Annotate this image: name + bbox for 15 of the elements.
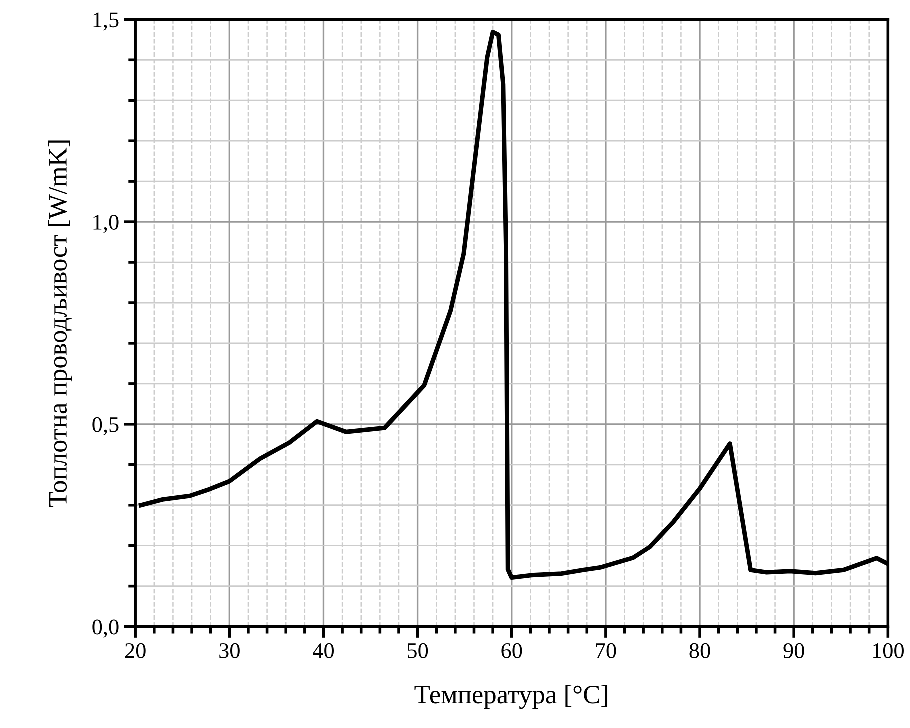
x-tick-label: 70 <box>596 643 616 658</box>
x-tick-label: 100 <box>873 643 904 658</box>
x-tick-label: 90 <box>784 643 804 658</box>
x-tick-label: 60 <box>502 643 522 658</box>
x-tick-label: 30 <box>220 643 240 658</box>
x-tick-label: 80 <box>690 643 710 658</box>
y-tick-label: 0,5 <box>92 417 119 436</box>
y-tick-label: 0,0 <box>92 620 119 638</box>
x-tick-label: 20 <box>125 643 146 658</box>
x-tick-label: 40 <box>313 643 334 658</box>
y-axis-title: Топлотна проводљивост [W/mK] <box>48 140 72 508</box>
x-tick-label: 50 <box>408 643 428 658</box>
y-tick-label: 1,5 <box>94 12 119 31</box>
y-tick-label: 1,0 <box>94 214 119 234</box>
x-axis-title: Температура [°C] <box>414 685 608 710</box>
